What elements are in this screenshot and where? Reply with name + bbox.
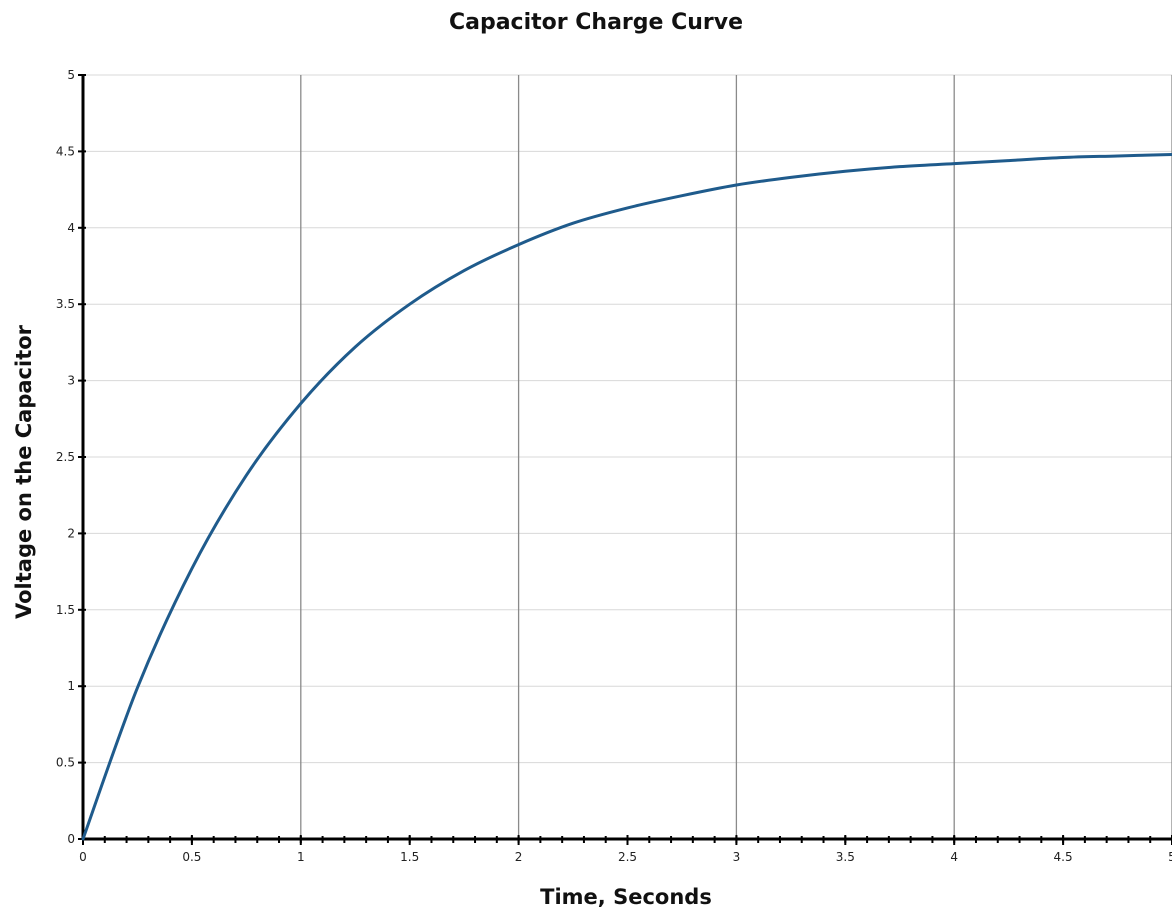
y-tick-label: 3 (67, 374, 75, 388)
x-tick-label: 2.5 (618, 850, 637, 864)
y-tick-label: 3.5 (56, 297, 75, 311)
tick-labels: 0 0.5 1 1.5 2 2.5 3 3.5 4 4.5 5 0 0.5 1 1.5 2 2.5 3 3.5 4 4.… (56, 68, 1172, 864)
chart-title: Capacitor Charge Curve (449, 10, 743, 35)
axes (78, 74, 1172, 845)
grid (83, 74, 1172, 839)
y-tick-label: 2 (67, 526, 75, 540)
x-tick-label: 0.5 (182, 850, 201, 864)
y-tick-label: 4.5 (56, 144, 75, 158)
x-tick-label: 2 (515, 850, 523, 864)
x-tick-label: 4.5 (1054, 850, 1073, 864)
x-tick-label: 4 (950, 850, 958, 864)
series-line (81, 152, 1172, 841)
x-tick-label: 0 (79, 850, 87, 864)
y-tick-label: 0 (67, 832, 75, 846)
y-tick-label: 1.5 (56, 603, 75, 617)
x-tick-label: 1 (297, 850, 305, 864)
y-tick-label: 5 (67, 68, 75, 82)
y-tick-label: 2.5 (56, 450, 75, 464)
x-tick-label: 3 (733, 850, 741, 864)
series-layer (81, 152, 1172, 841)
x-axis-title: Time, Seconds (540, 885, 712, 909)
y-tick-label: 1 (67, 679, 75, 693)
y-axis-title: Voltage on the Capacitor (12, 324, 36, 619)
y-tick-label: 0.5 (56, 756, 75, 770)
x-tick-label: 3.5 (836, 850, 855, 864)
y-tick-label: 4 (67, 221, 75, 235)
x-tick-label: 1.5 (400, 850, 419, 864)
x-tick-label: 5 (1168, 850, 1172, 864)
